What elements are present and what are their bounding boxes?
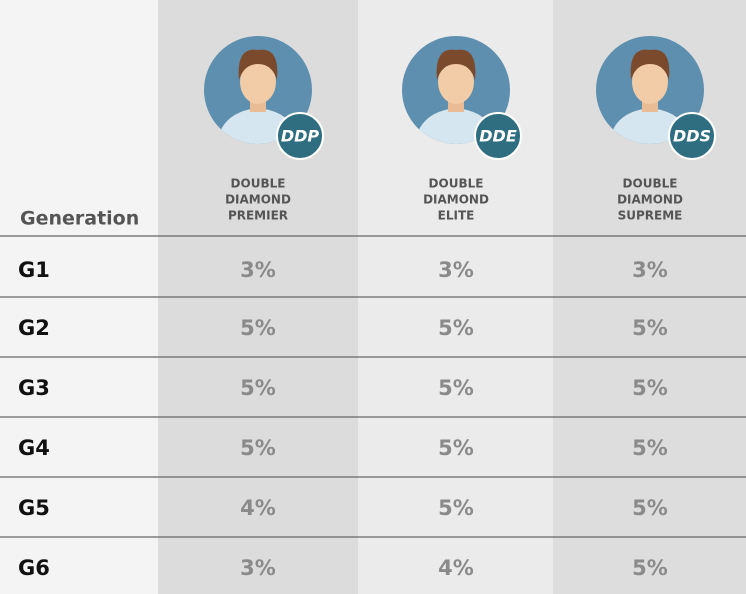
column-name: DIAMOND [225,193,291,207]
row-label: G6 [18,556,50,580]
badge [276,112,324,160]
column-name: DIAMOND [423,193,489,207]
avatar [596,36,704,144]
cell-value: 5% [438,316,474,340]
row-label: G3 [18,376,50,400]
column-name: SUPREME [618,209,683,223]
hair [630,49,670,80]
badge-text: DDS [673,127,711,146]
cell-value: 3% [438,258,474,282]
cell-value: 5% [632,436,668,460]
cell-value: 4% [240,496,276,520]
badge-text: DDP [281,127,320,146]
cell-value: 5% [632,316,668,340]
cell-value: 5% [438,376,474,400]
cell-value: 5% [240,436,276,460]
column-name: DOUBLE [231,177,286,191]
cell-value: 5% [438,496,474,520]
cell-value: 5% [632,556,668,580]
face [438,60,474,104]
column-name: DOUBLE [623,177,678,191]
badge [668,112,716,160]
cell-value: 3% [240,258,276,282]
hair [238,49,278,80]
cell-value: 5% [632,496,668,520]
cell-value: 5% [240,376,276,400]
cell-value: 4% [438,556,474,580]
row-label: G1 [18,258,50,282]
column-name: ELITE [438,209,475,223]
face [632,60,668,104]
hair [436,49,476,80]
cell-value: 3% [240,556,276,580]
cell-value: 5% [240,316,276,340]
face [240,60,276,104]
cell-value: 5% [438,436,474,460]
column-name: DOUBLE [429,177,484,191]
row-label: G4 [18,436,50,460]
column-name: DIAMOND [617,193,683,207]
badge-text: DDE [479,127,517,146]
column-name: PREMIER [228,209,288,223]
cell-value: 5% [632,376,668,400]
generation-header: Generation [20,208,139,230]
avatar [204,36,312,144]
avatar [402,36,510,144]
badge [474,112,522,160]
row-label: G5 [18,496,50,520]
cell-value: 3% [632,258,668,282]
row-label: G2 [18,316,50,340]
